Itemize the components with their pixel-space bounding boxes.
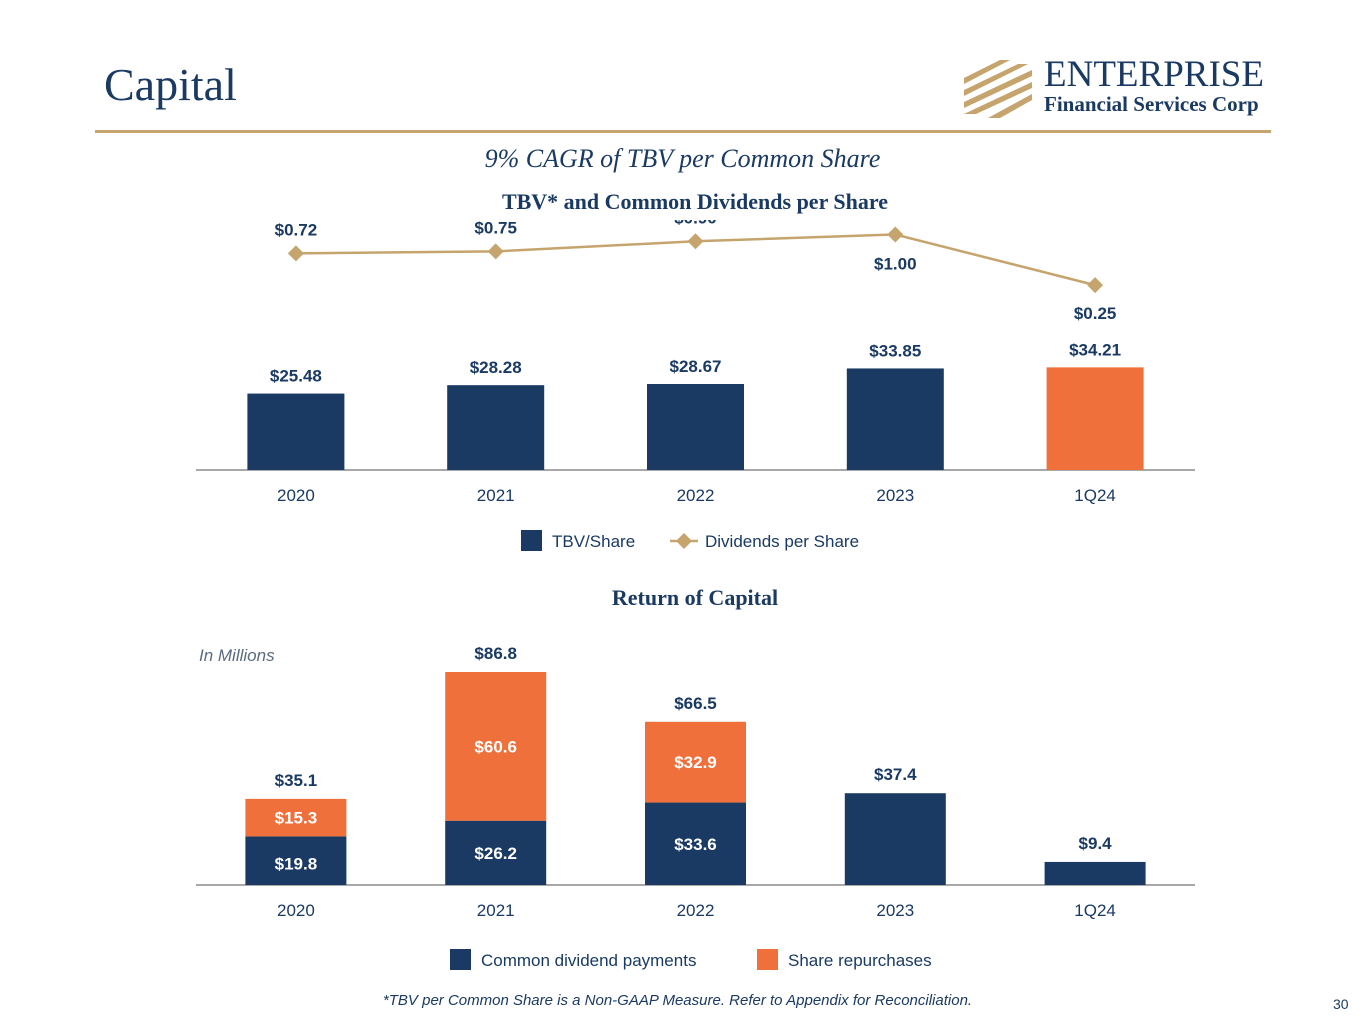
dividend-label-2020: $0.72 — [275, 220, 318, 239]
bar-label-dividend-payments-2022: $33.6 — [674, 835, 717, 854]
bar-dividend-payments-1Q24 — [1044, 861, 1146, 885]
bar-label-tbv-2021: $28.28 — [470, 358, 522, 377]
x-tick-label-2020: 2020 — [277, 486, 315, 505]
dividend-point-2023 — [887, 226, 904, 243]
dividend-point-2022 — [687, 233, 704, 250]
bar-dividend-payments-2023 — [844, 793, 946, 885]
x-tick-label-2-2023: 2023 — [876, 901, 914, 920]
bar-label-share-repurchases-2020: $15.3 — [275, 809, 318, 828]
bar-label-tbv-1Q24: $34.21 — [1069, 340, 1121, 359]
bar-dividend-payments-2020 — [245, 836, 347, 885]
title-divider — [95, 130, 1271, 133]
logo-subtitle: Financial Services Corp — [1044, 92, 1259, 116]
bar-dividend-payments-2022 — [645, 802, 746, 885]
bar-tbv-2021 — [447, 385, 545, 470]
dividend-label-2022: $0.90 — [674, 220, 717, 227]
bar-tbv-2023 — [846, 368, 944, 470]
page-title: Capital — [104, 59, 237, 110]
bar-tbv-1Q24 — [1046, 367, 1144, 470]
legend-label-tbv: TBV/Share — [552, 532, 635, 551]
x-tick-label-2021: 2021 — [477, 486, 515, 505]
tbv-dividends-chart: $25.48 2020 $28.28 2021 $28.67 2022 $33.85 2023… — [196, 220, 1195, 551]
total-label-1Q24: $9.4 — [1079, 834, 1113, 853]
return-of-capital-chart: In Millions $19.8 $15.3 $35.1 2020 $26.2 $60.6… — [196, 644, 1195, 970]
x-tick-label-2-2021: 2021 — [477, 901, 515, 920]
x-tick-label-2023: 2023 — [876, 486, 914, 505]
chart-subtitle: 9% CAGR of TBV per Common Share — [484, 144, 881, 173]
legend-swatch-share-repurchases — [757, 949, 778, 970]
x-tick-label-2-2020: 2020 — [277, 901, 315, 920]
bar-share-repurchases-2021 — [445, 672, 547, 821]
dividend-label-1Q24: $0.25 — [1074, 304, 1117, 323]
legend-label-dividend-payments: Common dividend payments — [481, 951, 696, 970]
dividend-point-2021 — [487, 243, 504, 260]
bar-share-repurchases-2022 — [645, 721, 746, 803]
bar-share-repurchases-2020 — [245, 798, 347, 837]
total-label-2020: $35.1 — [275, 771, 318, 790]
bar-label-tbv-2020: $25.48 — [270, 367, 322, 386]
return-capital-chart-title: Return of Capital — [611, 585, 779, 610]
legend-swatch-tbv — [521, 530, 542, 551]
total-label-2021: $86.8 — [474, 644, 517, 663]
total-label-2022: $66.5 — [674, 694, 717, 713]
footnote: *TBV per Common Share is a Non-GAAP Meas… — [382, 992, 973, 1009]
page-number: 30 — [1333, 996, 1349, 1012]
dividend-label-2021: $0.75 — [474, 220, 517, 237]
company-logo: ENTERPRISE Financial Services Corp — [962, 56, 1274, 122]
bar-tbv-2022 — [647, 383, 744, 470]
bar-label-tbv-2022: $28.67 — [670, 357, 722, 376]
total-label-2023: $37.4 — [874, 765, 917, 784]
x-tick-label-2-1Q24: 1Q24 — [1074, 901, 1116, 920]
legend-label-share-repurchases: Share repurchases — [788, 951, 932, 970]
bar-dividend-payments-2021 — [445, 820, 547, 885]
dividend-label-2023: $1.00 — [874, 255, 917, 274]
dividend-point-2020 — [287, 245, 304, 262]
bar-label-dividend-payments-2021: $26.2 — [474, 844, 517, 863]
bar-label-tbv-2023: $33.85 — [869, 341, 921, 360]
bar-label-dividend-payments-2020: $19.8 — [275, 855, 318, 874]
legend-marker-dividends — [676, 533, 692, 549]
x-tick-label-1Q24: 1Q24 — [1074, 486, 1116, 505]
legend-label-dividends: Dividends per Share — [705, 532, 859, 551]
bar-label-share-repurchases-2022: $32.9 — [674, 753, 717, 772]
x-tick-label-2-2022: 2022 — [677, 901, 715, 920]
x-tick-label-2022: 2022 — [677, 486, 715, 505]
unit-note: In Millions — [199, 646, 275, 665]
tbv-chart-title: TBV* and Common Dividends per Share — [501, 189, 889, 214]
logo-name: ENTERPRISE — [1044, 54, 1264, 95]
legend-swatch-dividend-payments — [450, 949, 471, 970]
logo-mark-icon — [964, 60, 1032, 118]
bar-label-share-repurchases-2021: $60.6 — [474, 737, 517, 756]
bar-tbv-2020 — [247, 393, 345, 470]
dividend-point-1Q24 — [1087, 277, 1104, 294]
